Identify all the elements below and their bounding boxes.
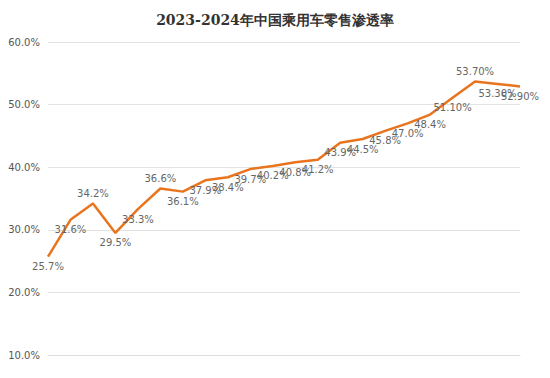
svg-text:39.7%: 39.7% bbox=[234, 173, 267, 185]
svg-text:53.30%: 53.30% bbox=[478, 88, 517, 100]
svg-text:43.9%: 43.9% bbox=[324, 147, 357, 159]
svg-text:36.6%: 36.6% bbox=[144, 173, 176, 184]
svg-text:37.9%: 37.9% bbox=[189, 184, 222, 196]
svg-text:40.0%: 40.0% bbox=[8, 162, 40, 173]
svg-text:52.90%: 52.90% bbox=[501, 91, 539, 102]
svg-text:31.6%: 31.6% bbox=[55, 224, 87, 235]
svg-text:25.7%: 25.7% bbox=[32, 261, 64, 272]
svg-text:2023-2024年中国乘用车零售渗透率: 2023-2024年中国乘用车零售渗透率 bbox=[156, 12, 394, 28]
svg-text:51.10%: 51.10% bbox=[434, 102, 472, 113]
svg-text:30.0%: 30.0% bbox=[8, 224, 40, 235]
svg-text:50.0%: 50.0% bbox=[8, 99, 40, 110]
svg-text:48.4%: 48.4% bbox=[414, 119, 446, 130]
svg-text:41.2%: 41.2% bbox=[302, 164, 334, 175]
svg-text:40.2%: 40.2% bbox=[256, 170, 289, 182]
svg-text:29.5%: 29.5% bbox=[100, 237, 132, 248]
svg-text:45.8%: 45.8% bbox=[369, 135, 401, 147]
svg-text:20.0%: 20.0% bbox=[8, 287, 40, 298]
svg-text:33.3%: 33.3% bbox=[122, 214, 154, 225]
svg-text:53.70%: 53.70% bbox=[456, 66, 494, 77]
svg-text:10.0%: 10.0% bbox=[8, 350, 40, 361]
svg-text:47.0%: 47.0% bbox=[391, 127, 424, 139]
svg-text:44.5%: 44.5% bbox=[346, 143, 379, 155]
svg-text:38.4%: 38.4% bbox=[211, 181, 244, 193]
svg-text:60.0%: 60.0% bbox=[8, 37, 40, 48]
svg-text:34.2%: 34.2% bbox=[77, 188, 109, 199]
svg-text:36.1%: 36.1% bbox=[167, 196, 199, 207]
svg-text:40.8%: 40.8% bbox=[279, 166, 312, 178]
